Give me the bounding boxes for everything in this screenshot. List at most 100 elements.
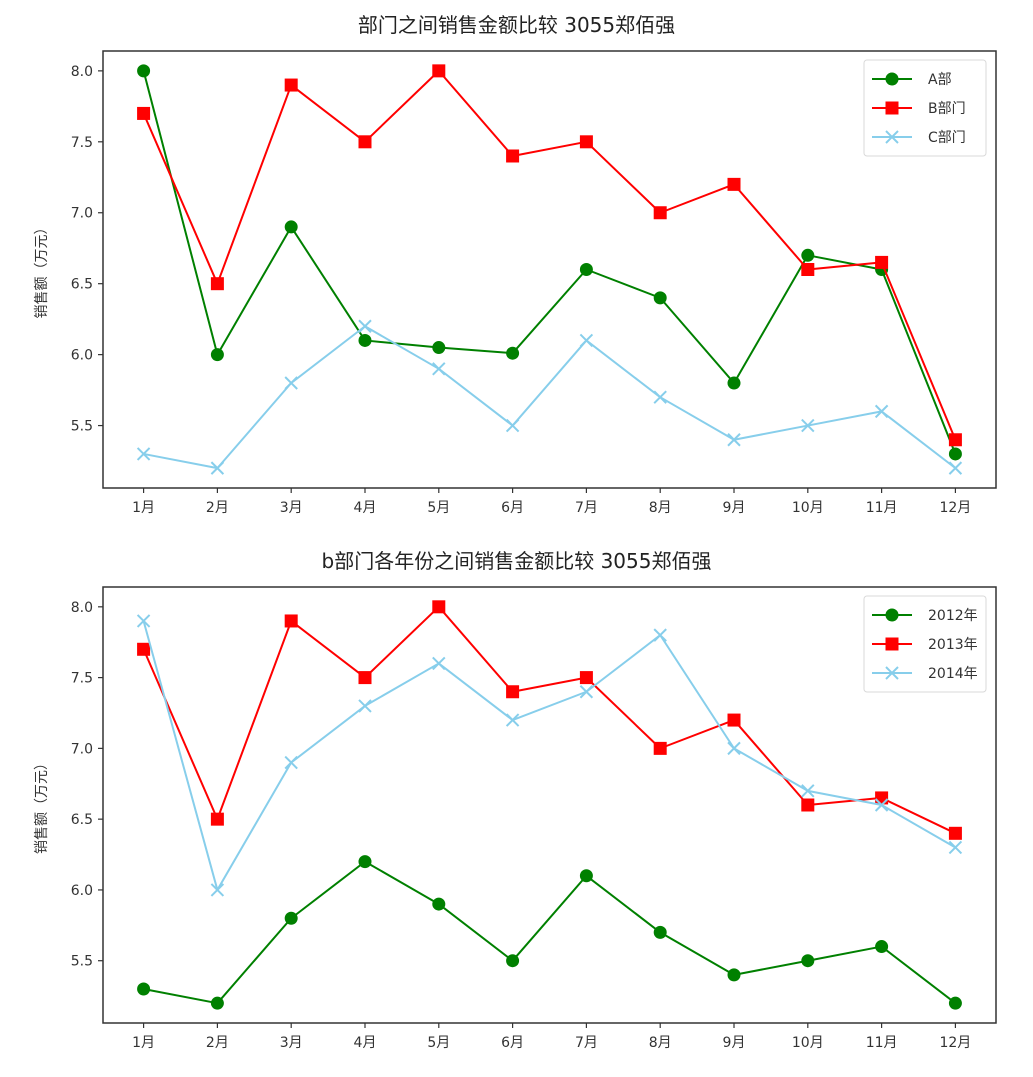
x-tick-label: 10月 (792, 1035, 824, 1051)
axes-frame (102, 50, 997, 489)
data-point (210, 348, 224, 362)
data-point (432, 362, 446, 376)
data-point (137, 642, 151, 656)
data-point (432, 341, 446, 355)
data-point (210, 812, 224, 826)
axes-frame (102, 586, 997, 1024)
series-3 (136, 319, 963, 475)
chart-1-plot: 5.5 6.0 6.5 7.0 7.5 8.0 1月 2月 3月 4月 5月 6月 7月 8月 9月 10月 1… (34, 50, 997, 516)
data-point (579, 333, 594, 348)
data-point (506, 954, 520, 968)
chart-1-title: 部门之间销售金额比较 3055郑佰强 (357, 13, 676, 37)
legend-marker (885, 130, 899, 144)
chart-2-title: b部门各年份之间销售金额比较 3055郑佰强 (321, 549, 712, 573)
y-axis-label: 销售额（万元） (34, 756, 50, 854)
data-point (874, 404, 889, 419)
series-line (142, 69, 957, 441)
x-tick-label: 8月 (649, 500, 672, 516)
data-point (727, 433, 741, 447)
legend-entry: 2012年 (872, 608, 978, 624)
data-point (727, 741, 741, 756)
data-point (875, 940, 889, 954)
data-point (727, 376, 741, 390)
x-tick-label: 2月 (206, 1035, 229, 1051)
series-3 (136, 614, 963, 897)
legend: 2012年 2013年 2014年 (863, 595, 987, 693)
data-point (948, 840, 963, 855)
data-point (579, 671, 593, 685)
data-point (948, 447, 962, 461)
y-axis-label: 销售额（万元） (34, 221, 50, 319)
data-point (284, 78, 298, 92)
legend-entry: C部门 (872, 130, 966, 146)
legend-marker (885, 637, 899, 651)
data-point (801, 263, 815, 276)
data-point (653, 206, 667, 220)
data-point (210, 996, 224, 1010)
data-point (210, 883, 225, 897)
series-line (142, 70, 957, 455)
data-point (801, 798, 815, 812)
series-line (143, 860, 957, 1005)
data-point (948, 433, 962, 447)
series-2 (137, 64, 962, 447)
legend-label: 2013年 (928, 637, 978, 653)
x-tick-label: 9月 (723, 500, 746, 516)
data-point (727, 177, 741, 191)
data-point (948, 461, 963, 475)
x-tick-label: 12月 (939, 1035, 971, 1051)
x-tick-label: 10月 (792, 500, 824, 516)
x-tick-label: 4月 (354, 1035, 377, 1051)
legend-marker (885, 666, 899, 680)
data-point (801, 418, 815, 433)
x-tick-label: 5月 (427, 500, 450, 516)
data-point (358, 333, 372, 347)
data-point (137, 64, 151, 78)
y-tick-label: 8.0 (71, 64, 93, 80)
data-point (801, 954, 815, 968)
data-point (432, 600, 446, 614)
y-tick-label: 7.0 (71, 206, 93, 222)
data-point (948, 996, 962, 1010)
x-tick-label: 3月 (280, 1035, 303, 1051)
data-point (210, 461, 225, 475)
data-point (432, 656, 446, 671)
data-point (653, 925, 667, 939)
data-point (506, 685, 520, 699)
x-tick-label: 5月 (427, 1035, 450, 1051)
x-tick-label: 9月 (723, 1035, 746, 1051)
data-point (358, 671, 372, 685)
legend-entry: 2013年 (872, 637, 978, 653)
data-point (137, 106, 151, 120)
legend-marker (885, 608, 899, 622)
data-point (579, 685, 594, 699)
data-point (137, 982, 151, 996)
y-tick-label: 7.0 (71, 741, 93, 757)
x-tick-label: 7月 (575, 500, 598, 516)
data-point (358, 699, 372, 713)
data-point (284, 755, 298, 770)
data-point (284, 614, 298, 628)
data-point (284, 911, 298, 925)
data-point (506, 149, 520, 163)
series-2 (137, 600, 962, 840)
y-tick-label: 8.0 (71, 600, 93, 616)
data-point (579, 869, 593, 883)
data-point (506, 346, 520, 360)
data-point (136, 614, 151, 628)
data-point (948, 826, 962, 840)
x-tick-label: 2月 (206, 500, 229, 516)
legend-label: A部 (928, 72, 952, 88)
y-tick-label: 6.0 (71, 348, 93, 364)
data-point (874, 798, 889, 812)
y-tick-label: 7.5 (71, 135, 93, 151)
series-line (143, 325, 957, 470)
x-tick-label: 6月 (501, 500, 524, 516)
data-point (284, 376, 298, 390)
x-tick-label: 7月 (575, 1035, 598, 1051)
x-tick-label: 6月 (501, 1035, 524, 1051)
data-point (653, 628, 667, 642)
data-point (579, 263, 593, 276)
data-point (801, 784, 815, 798)
legend-marker (885, 101, 899, 115)
